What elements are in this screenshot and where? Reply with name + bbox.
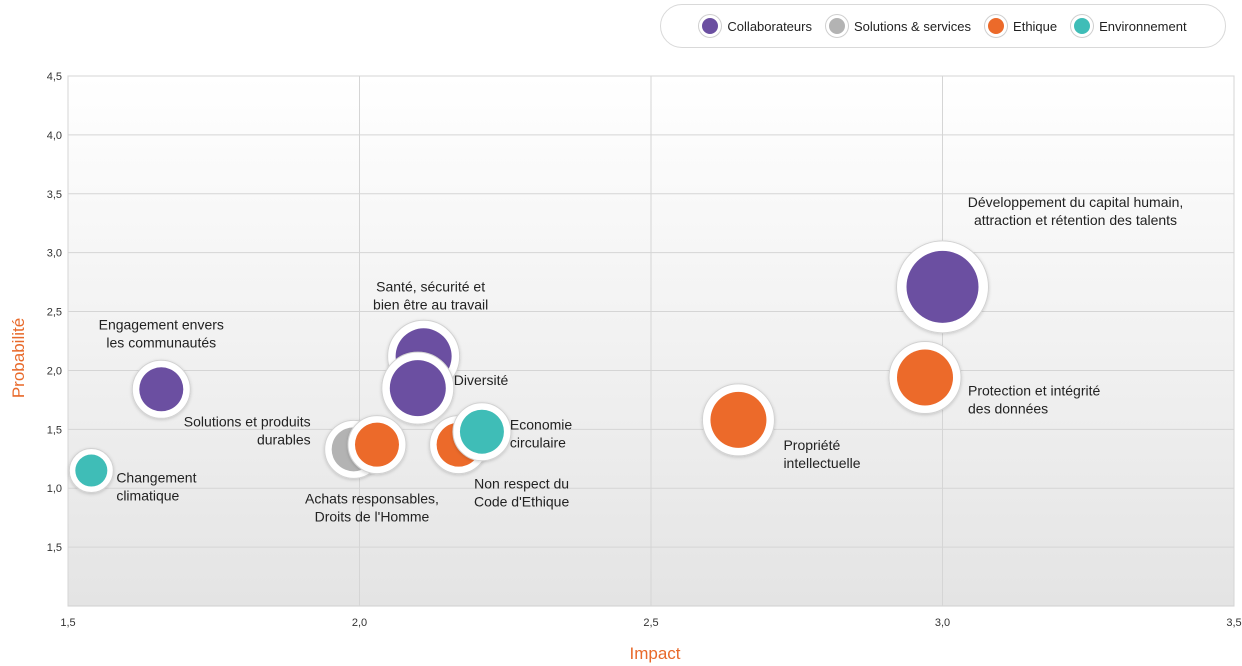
- point-label-line: les communautés: [106, 334, 216, 350]
- x-axis-ticks: 1,5 2,0 2,5 3,0 3,5: [60, 617, 1241, 629]
- legend-swatch-ethique: [985, 15, 1008, 37]
- bubble: [354, 422, 399, 467]
- grid-lines: [67, 75, 1235, 606]
- point-label-line: Diversité: [454, 372, 509, 388]
- x-tick-label: 1,5: [60, 617, 75, 629]
- point-label-line: Développement du capital humain,: [968, 194, 1184, 210]
- x-tick-label: 2,5: [643, 617, 658, 629]
- bubble: [389, 360, 446, 417]
- x-tick-label: 3,0: [935, 617, 950, 629]
- data-point: [347, 415, 407, 475]
- point-label-line: Propriété: [783, 437, 840, 453]
- bubble: [139, 367, 184, 412]
- legend-item-solutions-services[interactable]: Solutions & services: [825, 15, 972, 37]
- y-tick-label: 3,0: [47, 248, 62, 260]
- legend-label: Collaborateurs: [727, 18, 812, 34]
- point-label-line: attraction et rétention des talents: [974, 212, 1177, 228]
- data-point: [452, 402, 512, 462]
- bubble: [75, 454, 108, 487]
- bubble: [710, 391, 767, 448]
- chart-legend: Collaborateurs Solutions & services Ethi…: [660, 4, 1226, 48]
- legend-swatch-collaborateurs: [699, 15, 722, 37]
- point-label: Santé, sécurité et bien être au travail: [373, 278, 488, 312]
- y-tick-label: 1,5: [47, 424, 62, 436]
- y-tick-label: 2,0: [47, 365, 62, 377]
- bubble: [459, 409, 504, 454]
- point-label-line: durables: [257, 431, 311, 447]
- data-points: [68, 240, 989, 494]
- point-label-line: Code d'Ethique: [474, 494, 570, 510]
- y-axis-title: Probabilité: [9, 318, 28, 398]
- point-label: Diversité: [454, 372, 509, 388]
- data-point: [131, 359, 191, 419]
- y-tick-label: 4,0: [47, 130, 62, 142]
- point-label-line: des données: [968, 401, 1048, 417]
- legend-swatch-solutions-services: [825, 15, 848, 37]
- point-label-line: circulaire: [510, 435, 566, 451]
- point-label: Changement climatique: [116, 470, 196, 504]
- point-label-line: bien être au travail: [373, 296, 488, 312]
- legend-item-environnement[interactable]: Environnement: [1071, 15, 1187, 37]
- y-tick-label: 2,5: [47, 307, 62, 319]
- legend-item-ethique[interactable]: Ethique: [985, 15, 1057, 37]
- point-label-line: Santé, sécurité et: [376, 278, 485, 294]
- data-point: [381, 351, 455, 425]
- point-label-line: Changement: [116, 470, 196, 486]
- point-label: Non respect du Code d'Ethique: [474, 476, 570, 510]
- point-label: Propriété intellectuelle: [783, 437, 860, 471]
- data-point: [888, 341, 962, 415]
- x-axis-title: Impact: [629, 644, 680, 663]
- point-label-line: intellectuelle: [783, 455, 860, 471]
- bubble: [897, 349, 954, 406]
- legend-swatch-environnement: [1071, 15, 1094, 37]
- point-label-line: Engagement envers: [99, 316, 224, 332]
- y-axis-ticks: 1,5 1,0 1,5 2,0 2,5 3,0 3,5 4,0 4,5: [47, 71, 62, 554]
- point-label-line: Economie: [510, 417, 572, 433]
- point-label: Economie circulaire: [510, 417, 572, 451]
- x-tick-label: 3,5: [1226, 617, 1241, 629]
- x-tick-label: 2,0: [352, 617, 367, 629]
- point-label-line: Protection et intégrité: [968, 383, 1101, 399]
- bubble: [906, 250, 979, 323]
- point-label: Développement du capital humain, attracti…: [968, 194, 1184, 228]
- legend-label: Solutions & services: [853, 18, 972, 34]
- y-tick-label: 4,5: [47, 71, 62, 83]
- point-label-line: Non respect du: [474, 476, 569, 492]
- data-point: [68, 448, 114, 494]
- legend-label: Environnement: [1099, 18, 1187, 34]
- point-label: Solutions et produits durables: [184, 413, 311, 447]
- point-label: Protection et intégrité des données: [968, 383, 1101, 417]
- point-label-line: climatique: [116, 488, 179, 504]
- legend-label: Ethique: [1013, 18, 1058, 34]
- y-tick-label: 1,0: [47, 483, 62, 495]
- y-tick-label: 3,5: [47, 189, 62, 201]
- point-labels: Développement du capital humain, attracti…: [99, 194, 1184, 525]
- point-label: Engagement envers les communautés: [99, 316, 224, 350]
- legend-item-collaborateurs[interactable]: Collaborateurs: [699, 15, 812, 37]
- point-label-line: Solutions et produits: [184, 413, 311, 429]
- y-tick-label: 1,5: [47, 542, 62, 554]
- point-label: Achats responsables, Droits de l'Homme: [305, 491, 439, 525]
- point-label-line: Droits de l'Homme: [315, 509, 430, 525]
- data-point: [701, 383, 775, 457]
- data-point: [896, 240, 989, 334]
- point-label-line: Achats responsables,: [305, 491, 439, 507]
